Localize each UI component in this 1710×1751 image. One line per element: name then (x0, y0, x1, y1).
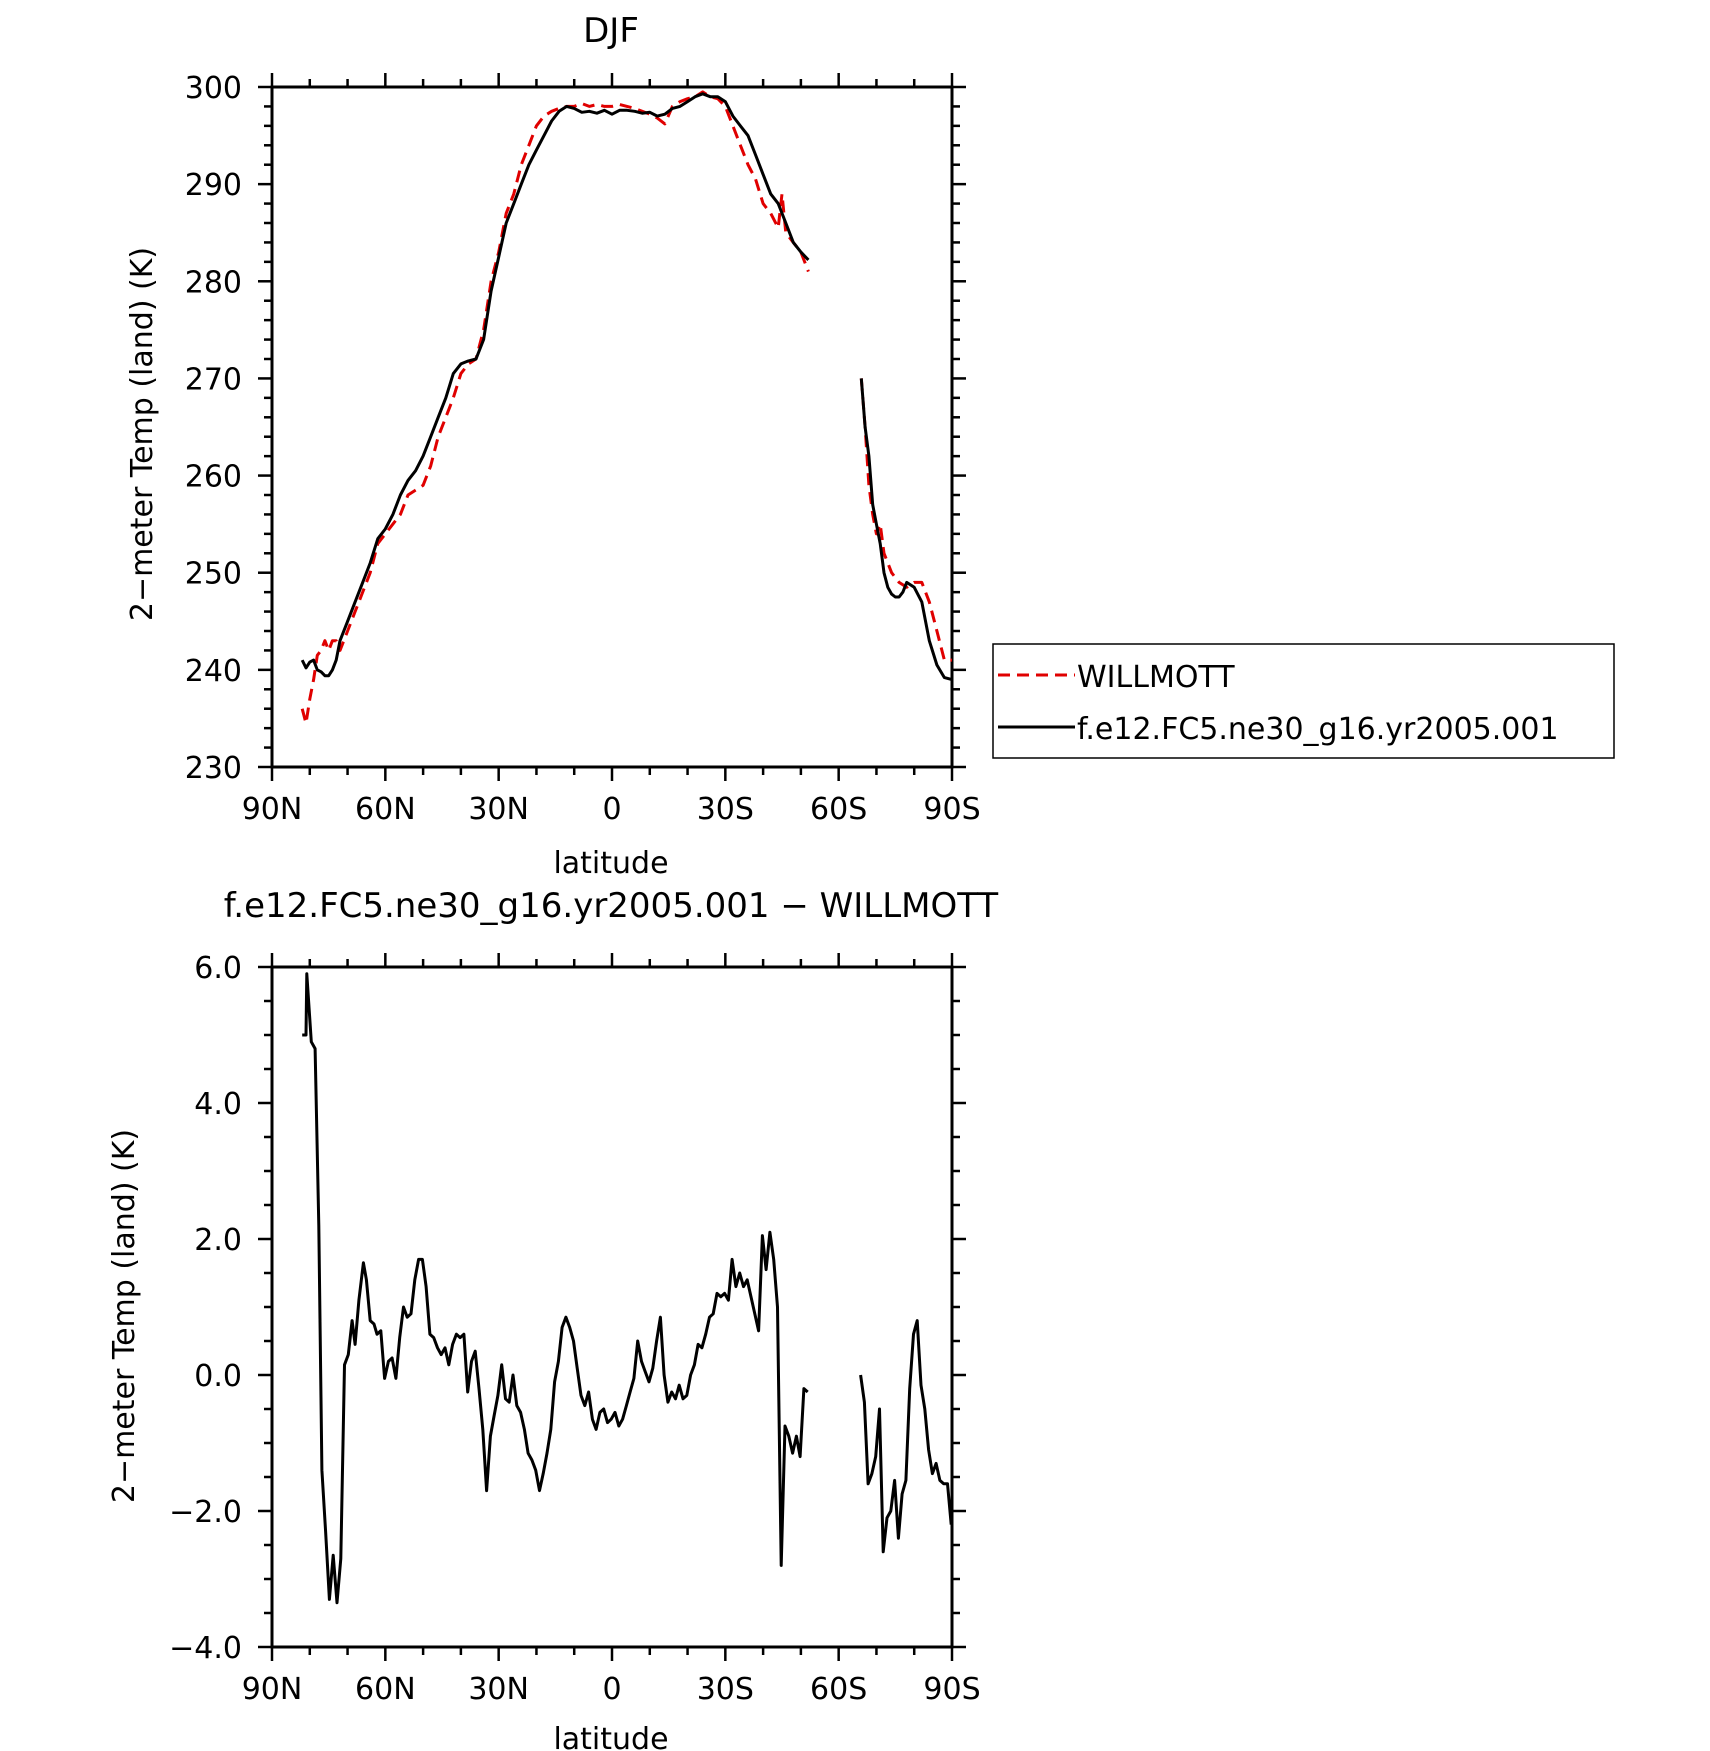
top-ylabel: 2−meter Temp (land) (K) (125, 247, 160, 621)
y-tick-label: −2.0 (169, 1495, 242, 1530)
y-tick-label: 280 (185, 265, 242, 300)
bottom-title: f.e12.FC5.ne30_g16.yr2005.001 − WILLMOTT (224, 886, 999, 926)
legend: WILLMOTT f.e12.FC5.ne30_g16.yr2005.001 (992, 643, 1615, 759)
x-tick-label: 0 (602, 1672, 621, 1707)
x-tick-label: 90S (923, 792, 980, 827)
x-tick-label: 30S (697, 1672, 754, 1707)
x-tick-label: 0 (602, 792, 621, 827)
x-tick-label: 90S (923, 1672, 980, 1707)
x-tick-label: 90N (242, 1672, 303, 1707)
legend-box (992, 643, 1615, 759)
top-title: DJF (583, 11, 639, 51)
top-xlabel: latitude (553, 846, 668, 881)
y-tick-label: 300 (185, 71, 242, 106)
series-line-willmott-seg0 (300, 90, 810, 725)
plot-frame (270, 85, 954, 769)
x-tick-label: 90N (242, 792, 303, 827)
y-tick-label: 4.0 (194, 1087, 242, 1122)
series-line-f-e12-fc5-ne30-g16-yr2005-001-seg1 (859, 378, 953, 682)
series-line-difference-seg0 (302, 972, 809, 1605)
y-tick-label: −4.0 (169, 1631, 242, 1666)
bottom-panel: f.e12.FC5.ne30_g16.yr2005.001 − WILLMOTT… (107, 886, 998, 1751)
legend-label-model: f.e12.FC5.ne30_g16.yr2005.001 (1077, 712, 1559, 747)
top-panel: DJF 90N 60N 30N 0 30S 60S 90S 230 240 250 260 270 28… (125, 11, 981, 881)
y-tick-label: 0.0 (194, 1359, 242, 1394)
x-tick-label: 30N (468, 1672, 529, 1707)
top-plot-area: 90N 60N 30N 0 30S 60S 90S 230 240 250 260 270 280 290… (185, 71, 981, 827)
x-tick-label: 60S (810, 792, 867, 827)
x-tick-label: 60N (355, 792, 416, 827)
x-tick-label: 30S (697, 792, 754, 827)
y-tick-label: 260 (185, 460, 242, 495)
x-tick-label: 60N (355, 1672, 416, 1707)
y-tick-label: 240 (185, 654, 242, 689)
y-tick-label: 290 (185, 168, 242, 203)
y-tick-label: 230 (185, 751, 242, 786)
x-tick-label: 30N (468, 792, 529, 827)
bottom-xlabel: latitude (553, 1722, 668, 1751)
series-line-willmott-seg1 (859, 378, 952, 662)
y-tick-label: 250 (185, 557, 242, 592)
bottom-plot-area: 90N 60N 30N 0 30S 60S 90S −4.0 −2.0 0.0 2.0 4.0 6.0 (169, 951, 980, 1707)
y-tick-label: 6.0 (194, 951, 242, 986)
legend-label-willmott: WILLMOTT (1077, 660, 1235, 695)
bottom-ylabel: 2−meter Temp (land) (K) (107, 1129, 142, 1503)
plot-frame (270, 965, 954, 1649)
series-line-f-e12-fc5-ne30-g16-yr2005-001-seg0 (300, 92, 810, 678)
y-tick-label: 2.0 (194, 1223, 242, 1258)
y-tick-label: 270 (185, 362, 242, 397)
x-tick-label: 60S (810, 1672, 867, 1707)
series-line-difference-seg1 (859, 1319, 953, 1554)
